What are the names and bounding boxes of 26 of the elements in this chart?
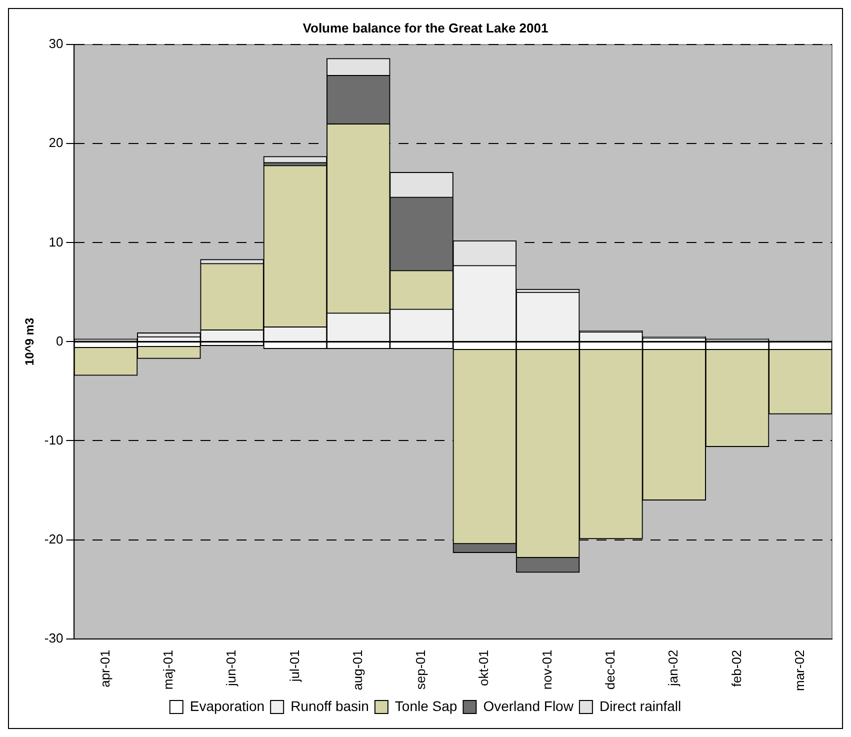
x-tick-label: nov-01 bbox=[539, 650, 554, 690]
x-tick-label: feb-02 bbox=[728, 650, 744, 687]
x-tick-label: okt-01 bbox=[476, 650, 492, 686]
x-tick-label: maj-01 bbox=[160, 650, 176, 690]
y-tick-label: 30 bbox=[48, 36, 64, 52]
y-tick-label: 20 bbox=[48, 135, 64, 150]
x-tick-label: jul-01 bbox=[286, 650, 302, 683]
y-tick-label: -10 bbox=[44, 432, 64, 448]
x-tick-label: mar-02 bbox=[792, 650, 808, 692]
x-tick-label: dec-01 bbox=[602, 650, 618, 690]
legend-label: Direct rainfall bbox=[599, 698, 682, 714]
y-tick-label: 10 bbox=[48, 234, 64, 250]
x-tick-label: jun-01 bbox=[224, 650, 239, 687]
legend-label: Runoff basin bbox=[290, 698, 369, 714]
x-tick-label: jan-02 bbox=[666, 650, 681, 687]
y-axis-title: 10^9 m3 bbox=[22, 318, 37, 366]
y-tick-label: -20 bbox=[44, 531, 64, 546]
chart-title: Volume balance for the Great Lake 2001 bbox=[302, 20, 548, 36]
y-tick-label: 0 bbox=[56, 333, 64, 348]
x-tick-label: aug-01 bbox=[350, 650, 365, 690]
x-tick-label: apr-01 bbox=[97, 650, 112, 688]
legend-label: Overland Flow bbox=[483, 698, 574, 714]
x-tick-label: sep-01 bbox=[413, 650, 428, 690]
legend-label: Tonle Sap bbox=[394, 698, 458, 714]
legend-label: Evaporation bbox=[190, 698, 265, 714]
y-tick-label: -30 bbox=[44, 630, 64, 646]
